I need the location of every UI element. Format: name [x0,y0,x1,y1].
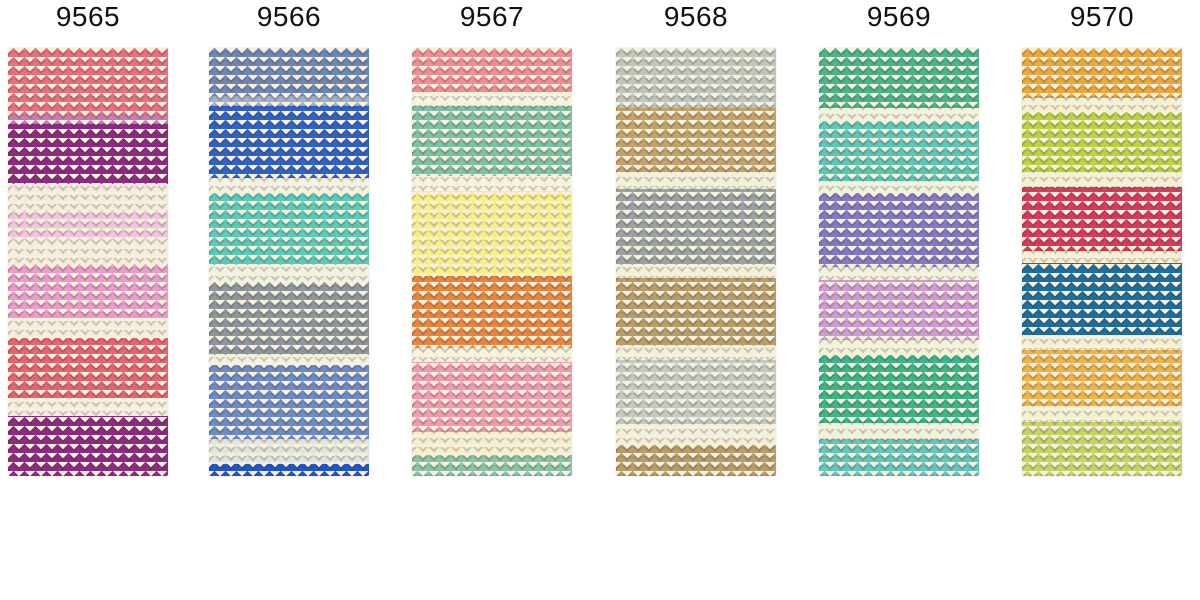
colorway-code-label: 9566 [256,1,322,32]
colorway-code-label: 9570 [1069,1,1135,32]
yarn-swatch[interactable] [8,48,168,476]
colorway-code-label: 9565 [55,1,121,32]
yarn-swatch[interactable] [209,48,369,476]
yarn-swatch[interactable] [819,48,979,476]
colorway-code-label: 9569 [866,1,932,32]
yarn-swatch[interactable] [412,48,572,476]
colorway-code-label: 9568 [663,1,729,32]
yarn-swatch[interactable] [616,48,776,476]
colorway-code-label: 9567 [459,1,525,32]
yarn-swatch[interactable] [1022,48,1182,476]
